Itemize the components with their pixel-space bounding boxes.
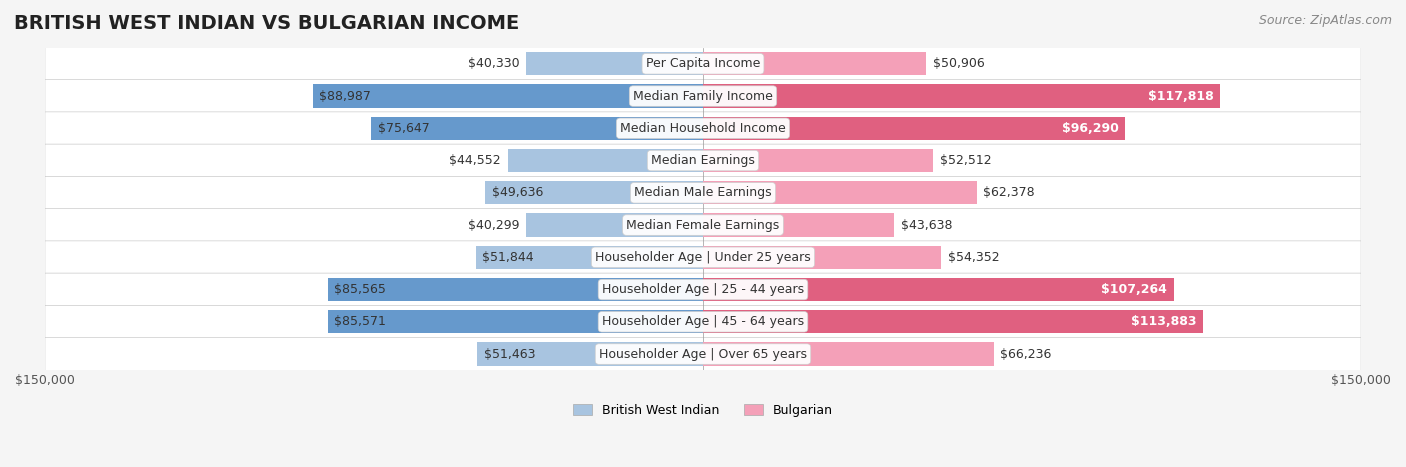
FancyBboxPatch shape — [45, 305, 1361, 338]
Bar — [485, 181, 703, 205]
FancyBboxPatch shape — [45, 241, 1361, 274]
Text: Householder Age | Under 25 years: Householder Age | Under 25 years — [595, 251, 811, 264]
Bar — [703, 342, 994, 366]
Bar — [526, 213, 703, 237]
Text: $88,987: $88,987 — [319, 90, 371, 103]
Text: $75,647: $75,647 — [378, 122, 429, 135]
Bar — [328, 278, 703, 301]
Bar — [703, 52, 927, 76]
Text: Median Family Income: Median Family Income — [633, 90, 773, 103]
Text: Householder Age | 45 - 64 years: Householder Age | 45 - 64 years — [602, 315, 804, 328]
Bar — [703, 181, 977, 205]
Bar — [703, 149, 934, 172]
Text: BRITISH WEST INDIAN VS BULGARIAN INCOME: BRITISH WEST INDIAN VS BULGARIAN INCOME — [14, 14, 519, 33]
Text: $66,236: $66,236 — [1000, 347, 1052, 361]
Bar — [703, 117, 1125, 140]
Text: Householder Age | 25 - 44 years: Householder Age | 25 - 44 years — [602, 283, 804, 296]
Text: $85,571: $85,571 — [335, 315, 387, 328]
Text: $49,636: $49,636 — [492, 186, 543, 199]
Text: $40,299: $40,299 — [468, 219, 520, 232]
Text: $113,883: $113,883 — [1130, 315, 1197, 328]
Text: $44,552: $44,552 — [450, 154, 501, 167]
Bar — [703, 213, 894, 237]
Bar — [703, 310, 1202, 333]
Text: $54,352: $54,352 — [948, 251, 1000, 264]
Bar — [477, 342, 703, 366]
Bar — [703, 85, 1220, 108]
Bar — [475, 246, 703, 269]
Bar — [703, 278, 1174, 301]
Text: $96,290: $96,290 — [1062, 122, 1119, 135]
Text: Median Male Earnings: Median Male Earnings — [634, 186, 772, 199]
FancyBboxPatch shape — [45, 209, 1361, 241]
Text: $107,264: $107,264 — [1101, 283, 1167, 296]
Text: $51,463: $51,463 — [484, 347, 536, 361]
FancyBboxPatch shape — [45, 338, 1361, 370]
Text: Median Earnings: Median Earnings — [651, 154, 755, 167]
Text: Per Capita Income: Per Capita Income — [645, 57, 761, 71]
Text: Median Female Earnings: Median Female Earnings — [627, 219, 779, 232]
Bar — [703, 246, 942, 269]
FancyBboxPatch shape — [45, 47, 1361, 80]
FancyBboxPatch shape — [45, 79, 1361, 113]
Bar — [328, 310, 703, 333]
Text: $85,565: $85,565 — [335, 283, 387, 296]
Text: Median Household Income: Median Household Income — [620, 122, 786, 135]
Text: Source: ZipAtlas.com: Source: ZipAtlas.com — [1258, 14, 1392, 27]
Text: $50,906: $50,906 — [934, 57, 984, 71]
Legend: British West Indian, Bulgarian: British West Indian, Bulgarian — [568, 399, 838, 422]
Text: $43,638: $43,638 — [901, 219, 952, 232]
Text: $62,378: $62,378 — [983, 186, 1035, 199]
Bar — [508, 149, 703, 172]
Bar — [312, 85, 703, 108]
Text: $117,818: $117,818 — [1147, 90, 1213, 103]
Text: $40,330: $40,330 — [468, 57, 519, 71]
Text: $51,844: $51,844 — [482, 251, 534, 264]
FancyBboxPatch shape — [45, 177, 1361, 209]
Bar — [371, 117, 703, 140]
FancyBboxPatch shape — [45, 112, 1361, 145]
FancyBboxPatch shape — [45, 273, 1361, 306]
Bar — [526, 52, 703, 76]
Text: Householder Age | Over 65 years: Householder Age | Over 65 years — [599, 347, 807, 361]
Text: $52,512: $52,512 — [941, 154, 991, 167]
FancyBboxPatch shape — [45, 144, 1361, 177]
